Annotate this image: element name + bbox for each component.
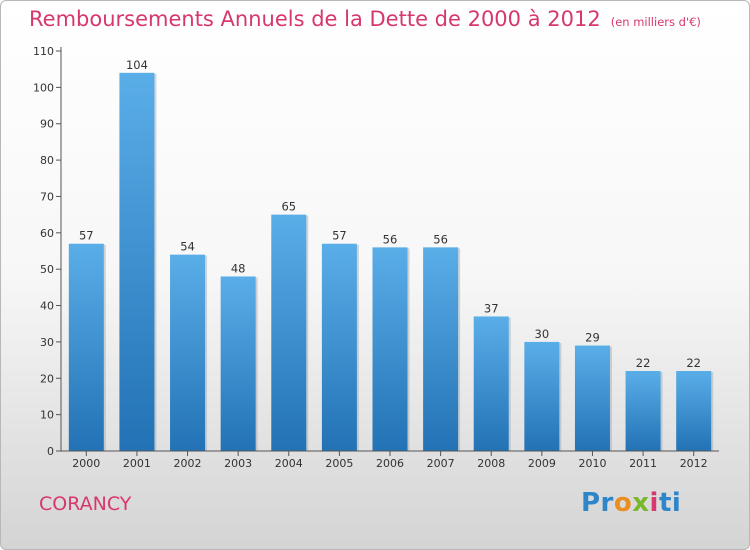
x-tick-label: 2001	[123, 457, 151, 470]
y-tick-label: 50	[40, 263, 54, 276]
value-label: 57	[79, 229, 94, 243]
bar	[574, 345, 610, 451]
logo-part: x	[632, 488, 650, 518]
value-label: 57	[332, 229, 347, 243]
y-tick-label: 80	[40, 154, 54, 167]
x-tick-label: 2010	[578, 457, 606, 470]
y-tick-label: 0	[47, 445, 54, 458]
proxiti-logo: Proxiti	[581, 488, 681, 518]
y-tick-label: 60	[40, 227, 54, 240]
value-label: 104	[126, 58, 148, 72]
unit-note: (en milliers d'€)	[610, 15, 701, 29]
y-tick-label: 90	[40, 118, 54, 131]
x-tick-label: 2004	[275, 457, 303, 470]
y-tick-label: 20	[40, 372, 54, 385]
value-label: 65	[281, 200, 296, 214]
x-axis: 2000 2001 2002 2003 2004 2005 2006 2007 2008 2009…	[61, 450, 719, 470]
bar	[119, 72, 155, 452]
x-tick-label: 2008	[477, 457, 505, 470]
value-label: 29	[585, 331, 600, 345]
value-label: 37	[484, 301, 499, 315]
bar	[676, 371, 712, 451]
logo-part: ti	[658, 488, 682, 518]
x-tick-label: 2009	[528, 457, 556, 470]
x-tick-label: 2002	[174, 457, 202, 470]
bar	[170, 254, 206, 451]
y-tick-label: 70	[40, 190, 54, 203]
value-label: 22	[636, 356, 651, 370]
value-label: 30	[535, 327, 550, 341]
y-tick-label: 30	[40, 336, 54, 349]
y-tick-label: 110	[33, 45, 54, 58]
bar	[625, 371, 661, 451]
town-name: CORANCY	[39, 493, 132, 515]
bar	[372, 247, 408, 451]
x-tick-label: 2005	[325, 457, 353, 470]
bar	[220, 276, 256, 451]
bar	[524, 341, 560, 451]
value-label: 56	[383, 232, 398, 246]
x-tick-label: 2000	[72, 457, 100, 470]
value-label: 48	[231, 261, 246, 275]
bar	[321, 243, 357, 451]
x-tick-label: 2003	[224, 457, 252, 470]
y-tick-label: 100	[33, 81, 54, 94]
chart-title-text: Remboursements Annuels de la Dette de 20…	[29, 7, 601, 31]
logo-part: o	[613, 488, 633, 518]
y-tick-label: 40	[40, 300, 54, 313]
bars: 57 104 54 48 65 57 56 56 37 30 29 22 22	[68, 58, 714, 452]
y-tick-label: 10	[40, 409, 54, 422]
value-label: 56	[433, 232, 448, 246]
bar	[68, 243, 104, 451]
x-tick-label: 2007	[427, 457, 455, 470]
x-tick-label: 2006	[376, 457, 404, 470]
x-tick-label: 2011	[629, 457, 657, 470]
value-label: 22	[686, 356, 701, 370]
logo-part: Pr	[581, 488, 614, 518]
bar	[271, 214, 307, 451]
bar	[423, 247, 459, 451]
bar	[473, 316, 509, 451]
chart-title: Remboursements Annuels de la Dette de 20…	[29, 7, 701, 31]
x-tick-label: 2012	[680, 457, 708, 470]
y-axis: 0 10 20 30 40 50 60 70 80 90 100 110	[33, 45, 62, 458]
logo-part: i	[649, 488, 659, 518]
value-label: 54	[180, 240, 195, 254]
